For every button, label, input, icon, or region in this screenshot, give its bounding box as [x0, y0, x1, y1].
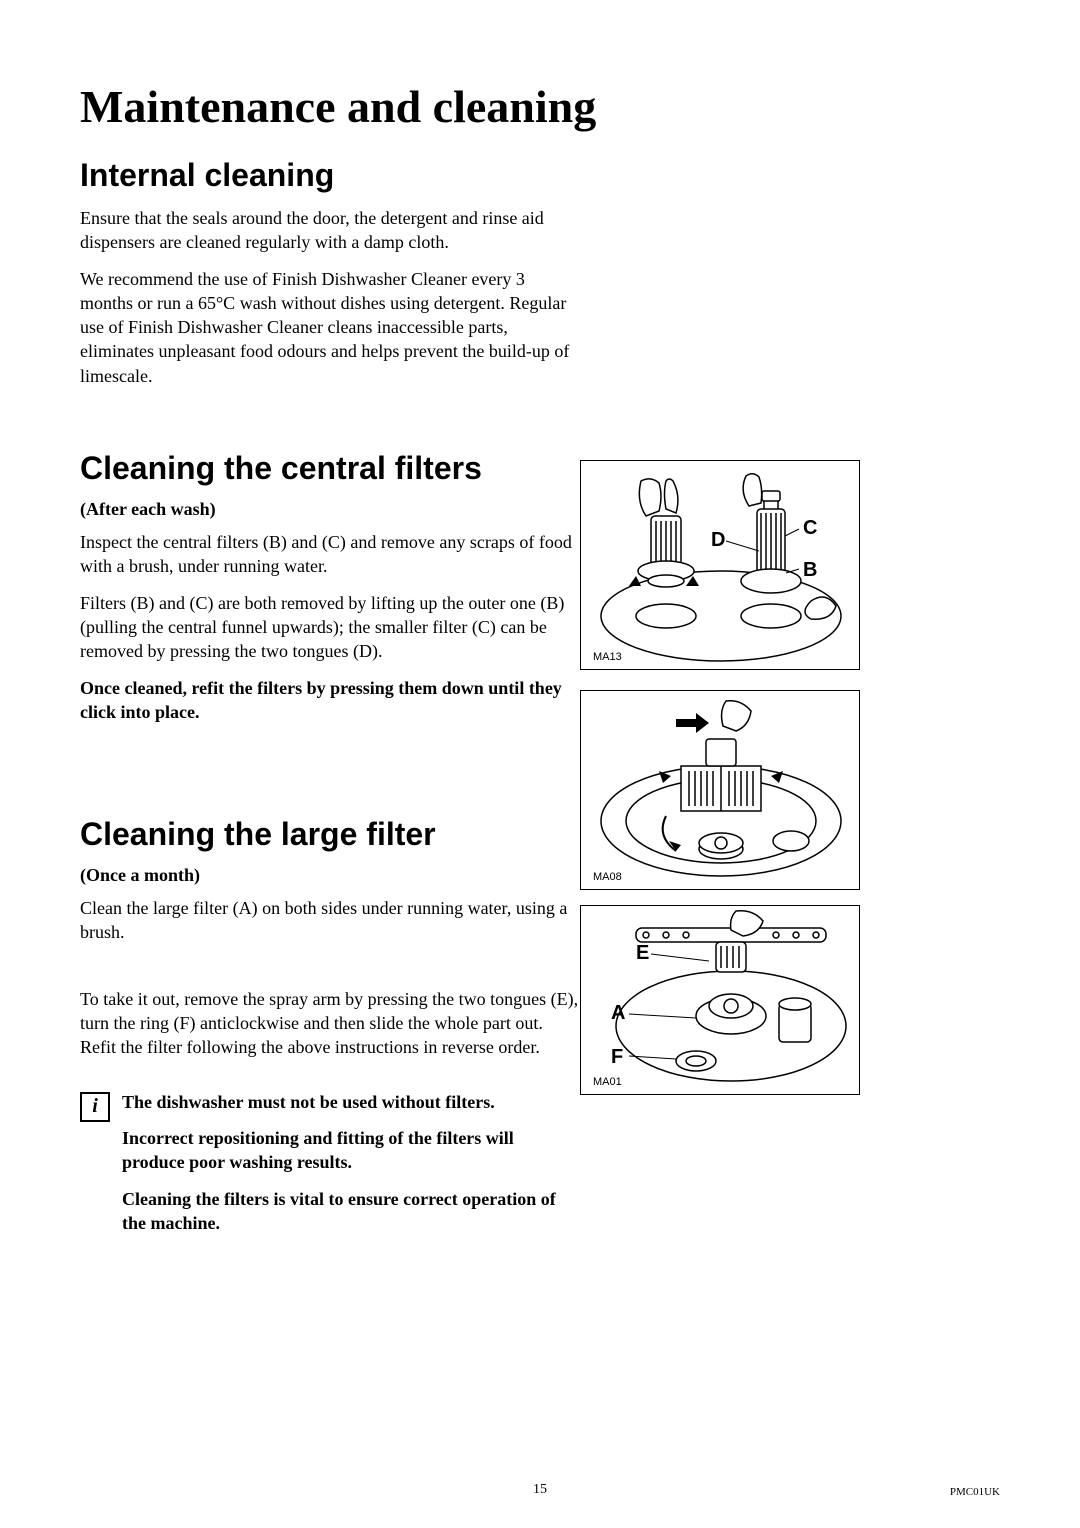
section2-p1: Inspect the central filters (B) and (C) …	[80, 530, 580, 579]
fig3-label-a: A	[611, 1002, 625, 1025]
fig3-label-f: F	[611, 1046, 623, 1069]
fig3-label-e: E	[636, 942, 649, 965]
section2-bold: Once cleaned, refit the filters by press…	[80, 676, 580, 725]
section3-p2: To take it out, remove the spray arm by …	[80, 987, 580, 1060]
fig1-label-c: C	[803, 517, 817, 540]
fig3-code: MA01	[593, 1076, 622, 1088]
section2-p2: Filters (B) and (C) are both removed by …	[80, 591, 580, 664]
section-large-filter-heading: Cleaning the large filter	[80, 816, 580, 853]
figure-ma01: E A F MA01	[580, 905, 860, 1095]
page-title: Maintenance and cleaning	[80, 80, 1000, 133]
section3-subhead: (Once a month)	[80, 865, 580, 886]
figure-ma08: MA08	[580, 690, 860, 890]
page-number: 15	[533, 1482, 547, 1498]
fig1-code: MA13	[593, 651, 622, 663]
info-block: i The dishwasher must not be used withou…	[80, 1090, 580, 1247]
fig2-code: MA08	[593, 871, 622, 883]
section-internal-cleaning-heading: Internal cleaning	[80, 157, 580, 194]
fig1-label-d: D	[711, 529, 725, 552]
info-p2: Incorrect repositioning and fitting of t…	[122, 1126, 580, 1175]
info-icon: i	[80, 1092, 110, 1122]
info-p3: Cleaning the filters is vital to ensure …	[122, 1187, 580, 1236]
section1-p2: We recommend the use of Finish Dishwashe…	[80, 267, 580, 388]
doc-code: PMC01UK	[950, 1486, 1000, 1498]
fig1-label-b: B	[803, 559, 817, 582]
figure-ma13: D C B MA13	[580, 460, 860, 670]
section3-p1: Clean the large filter (A) on both sides…	[80, 896, 580, 945]
section-central-filters-heading: Cleaning the central filters	[80, 450, 580, 487]
section2-subhead: (After each wash)	[80, 499, 580, 520]
info-p1: The dishwasher must not be used without …	[122, 1090, 580, 1114]
section1-p1: Ensure that the seals around the door, t…	[80, 206, 580, 255]
